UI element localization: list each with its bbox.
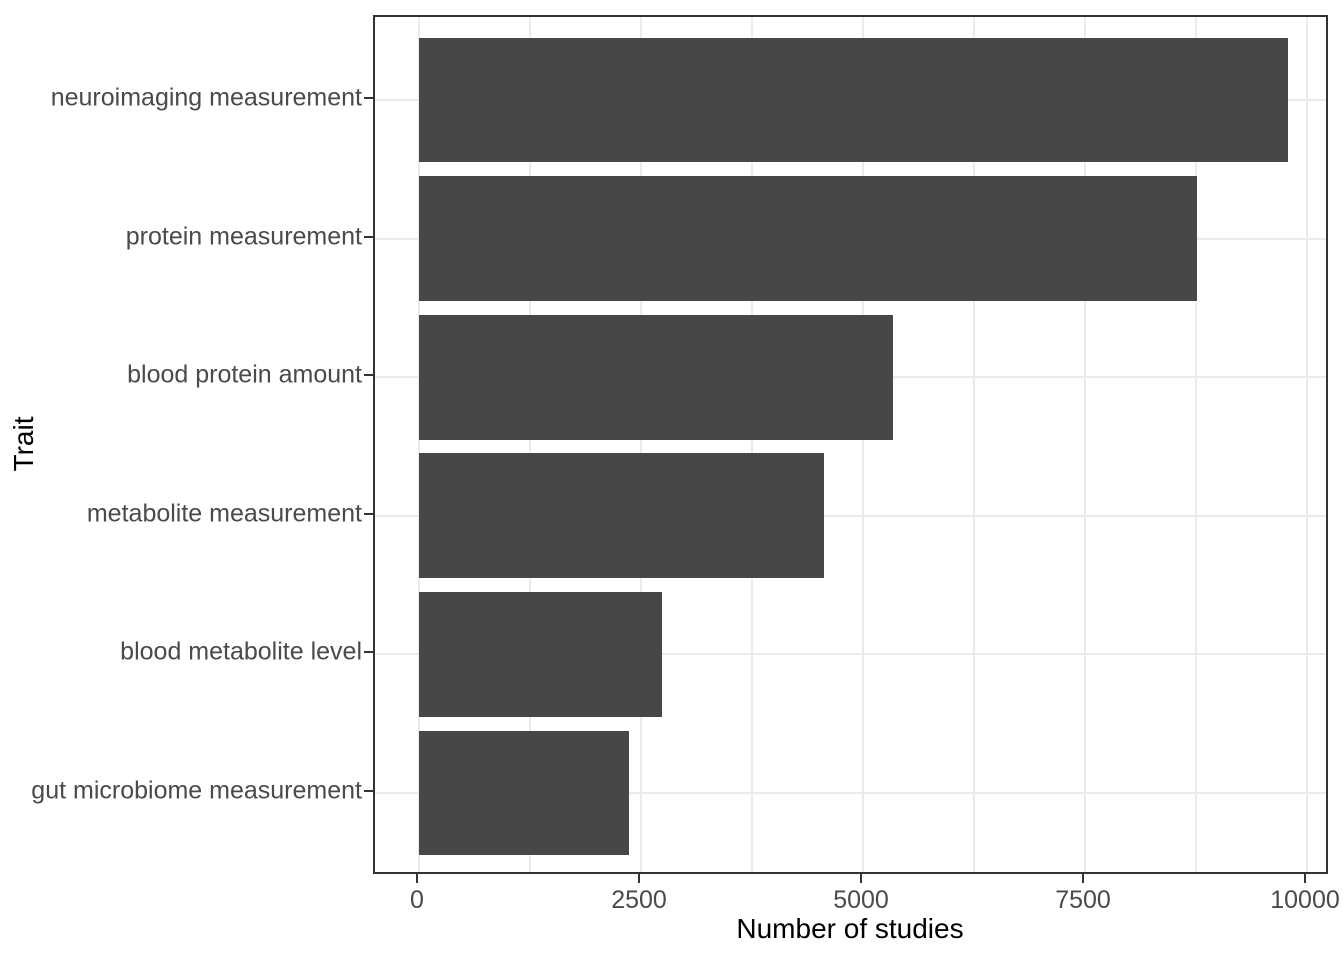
bar (419, 730, 629, 856)
gridline-x-minor (751, 17, 753, 872)
y-tick-label: protein measurement (125, 222, 362, 251)
x-tick-label: 2500 (611, 886, 667, 914)
y-tick-mark (364, 97, 373, 100)
gridline-x-minor (1195, 17, 1197, 872)
gridline-x-minor (529, 17, 531, 872)
gridline-y-major (375, 653, 1326, 656)
y-tick-mark (364, 651, 373, 654)
bar (419, 591, 663, 717)
y-tick-mark (364, 374, 373, 377)
gridline-y-major (375, 514, 1326, 517)
x-tick-mark (638, 874, 640, 883)
x-tick-label: 7500 (1055, 886, 1111, 914)
bar (419, 176, 1197, 302)
x-tick-label: 0 (410, 886, 424, 914)
x-tick-mark (860, 874, 862, 883)
gridline-x-major (640, 17, 642, 872)
y-tick-label: gut microbiome measurement (31, 776, 362, 805)
y-tick-mark (364, 235, 373, 238)
bar (419, 453, 824, 579)
y-tick-mark (364, 789, 373, 792)
x-tick-label: 5000 (833, 886, 889, 914)
x-tick-label: 10000 (1270, 886, 1340, 914)
gridline-x-major (862, 17, 864, 872)
x-tick-mark (416, 874, 418, 883)
bar (419, 37, 1289, 163)
y-axis-title: Trait (8, 416, 39, 472)
bar (419, 314, 894, 440)
y-tick-label: neuroimaging measurement (50, 83, 362, 112)
gridline-x-minor (973, 17, 975, 872)
gridline-x-major (1084, 17, 1086, 872)
gridline-x-major (1306, 17, 1308, 872)
y-tick-mark (364, 512, 373, 515)
x-tick-mark (1082, 874, 1084, 883)
x-tick-mark (1304, 874, 1306, 883)
gridline-x-major (418, 17, 420, 872)
y-tick-label: metabolite measurement (86, 499, 362, 528)
x-axis-title: Number of studies (736, 913, 964, 944)
plot-panel (373, 15, 1328, 874)
y-tick-label: blood metabolite level (120, 637, 362, 666)
y-tick-label: blood protein amount (127, 360, 362, 389)
gridline-y-major (375, 791, 1326, 794)
